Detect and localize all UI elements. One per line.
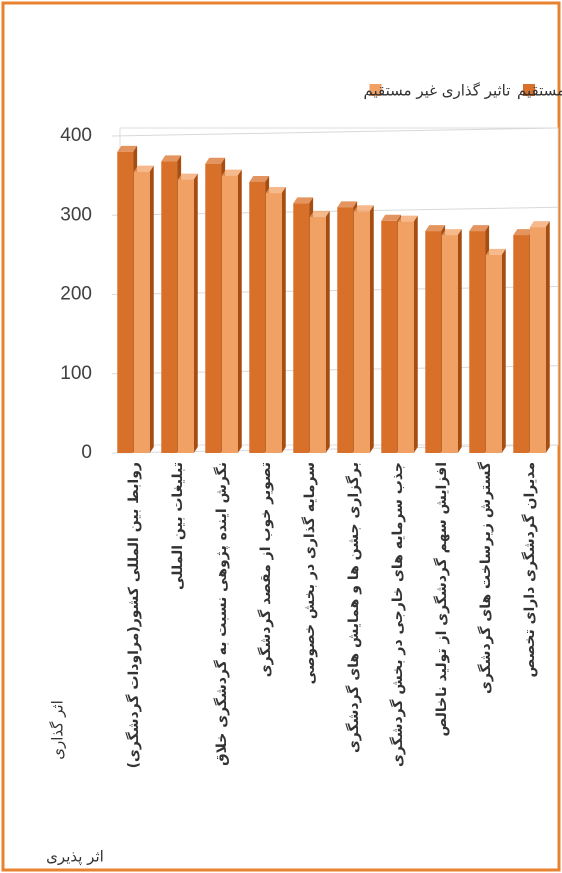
- x-tick-label: گسترش زیرساخت های گردشگری: [477, 461, 494, 694]
- y-axis-title: اثر گذاری: [49, 700, 67, 760]
- bar-side: [413, 215, 418, 453]
- bar-top: [177, 173, 198, 180]
- bar-side: [281, 187, 286, 453]
- x-tick-label: افزایش سهم گردشگری از تولید ناخالص: [433, 462, 450, 737]
- bar-top: [441, 229, 462, 236]
- bar-top: [353, 205, 374, 212]
- bar-top: [293, 197, 314, 204]
- x-tick-label: جذب سرمایه های خارجی در بخش گردشگری: [389, 462, 406, 767]
- bar-side: [457, 229, 462, 453]
- bar: [293, 203, 310, 453]
- y-tick-label: 100: [60, 363, 92, 384]
- legend-label: تاثیر گذاری مستقیم: [517, 82, 562, 100]
- bar-top: [485, 248, 506, 255]
- bar-top: [425, 225, 446, 232]
- bar-side: [501, 248, 506, 453]
- bar: [133, 171, 150, 453]
- bar-side: [149, 165, 154, 453]
- bar: [381, 220, 398, 453]
- bar-side: [545, 221, 550, 453]
- bar-side: [369, 205, 374, 453]
- bar: [337, 207, 354, 453]
- bar: [485, 254, 502, 453]
- x-tick-label: تبلیغات بین المللی: [170, 462, 186, 590]
- bar-top: [133, 165, 154, 172]
- bar: [441, 235, 458, 453]
- bar: [249, 181, 266, 453]
- grid-line: [111, 127, 559, 137]
- bar: [205, 163, 222, 454]
- bar: [161, 161, 178, 454]
- bar-side: [325, 210, 330, 453]
- bar-top: [397, 215, 418, 222]
- bar-top: [265, 187, 286, 194]
- bar-top: [337, 201, 358, 208]
- bar-top: [221, 169, 242, 176]
- bar: [513, 235, 530, 453]
- x-tick-label: مدیران گردشگری دارای تخصص: [521, 462, 538, 678]
- y-tick-label: 300: [60, 204, 92, 225]
- x-tick-label: نگرش اینده پژوهی نسبت به گردشگری خلاق: [213, 462, 230, 766]
- bar-top: [161, 155, 182, 162]
- x-tick-label: تصویر خوب از مقصد گردشگری: [257, 462, 274, 677]
- bar: [221, 175, 238, 453]
- legend-swatch: [369, 84, 382, 96]
- bar: [397, 221, 414, 453]
- bar: [117, 151, 134, 453]
- bar-side: [237, 169, 242, 453]
- bar-top: [205, 157, 226, 164]
- bar-top: [469, 225, 490, 232]
- x-tick-label: روابط بین المللی کشور(مراودات گردشگری): [125, 462, 142, 768]
- bar: [353, 211, 370, 453]
- x-tick-label: برگزاری جشن ها و همایش های گردشگری: [345, 462, 362, 753]
- bar: [529, 227, 546, 453]
- bar: [177, 179, 194, 453]
- x-axis-title: اثر پذیری: [46, 848, 104, 867]
- bar: [469, 231, 486, 453]
- bar-top: [249, 175, 270, 182]
- legend-label: تاثیر گذاری غیر مستقیم: [364, 82, 511, 100]
- bar-top: [117, 145, 138, 152]
- bar: [265, 193, 282, 453]
- bar-top: [513, 229, 534, 236]
- bar: [309, 216, 326, 453]
- bar-top: [309, 210, 330, 217]
- y-tick-label: 400: [60, 125, 92, 146]
- bar: [425, 231, 442, 453]
- bar-top: [381, 214, 402, 221]
- x-tick-label: سرمایه گذاری در بخش خصوصی: [301, 462, 318, 684]
- y-tick-label: 200: [60, 284, 92, 305]
- bar-top: [529, 221, 550, 228]
- bar-side: [193, 173, 198, 453]
- legend-swatch: [523, 84, 535, 96]
- y-tick-label: 0: [81, 442, 92, 463]
